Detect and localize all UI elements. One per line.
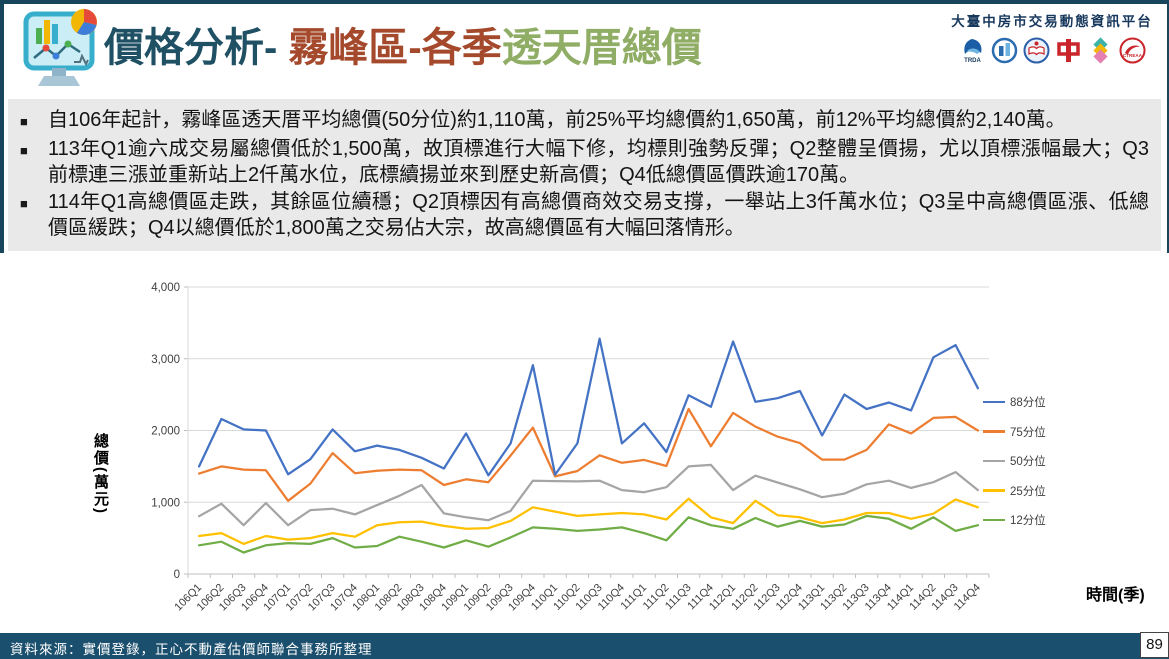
series-line-75分位 xyxy=(197,407,980,502)
x-axis-title: 時間(季) xyxy=(1086,587,1145,604)
legend-label: 25分位 xyxy=(1010,485,1046,498)
red-brand-logo xyxy=(1056,39,1080,62)
legend-line-swatch xyxy=(983,430,1005,433)
legend-label: 50分位 xyxy=(1010,456,1046,468)
y-tick-label: 4,000 xyxy=(151,282,180,294)
legend-label: 75分位 xyxy=(1010,426,1046,439)
diamond-logo xyxy=(1092,37,1108,64)
bullet-text: 113年Q1逾六成交易屬總價低於1,500萬，故頂標進行大幅下修，均標則強勢反彈… xyxy=(48,137,1149,187)
chart-legend: 88分位 75分位 50分位 25分位 12分位 xyxy=(983,394,1046,528)
footer-bar: 資料來源：實價登錄，正心不動產估價師聯合事務所整理 xyxy=(0,633,1169,659)
series-line-12分位 xyxy=(197,514,980,554)
chart-canvas: 01,0002,0003,0004,000106Q1106Q2106Q3106Q… xyxy=(151,282,990,613)
legend-label: 12分位 xyxy=(1010,515,1046,527)
platform-name: 大臺中房市交易動態資訊平台 xyxy=(951,14,1153,29)
analysis-bullet: ■ 自106年起計，霧峰區透天厝平均總價(50分位)約1,110萬，前25%平均總… xyxy=(20,107,1149,136)
legend-line-swatch xyxy=(983,459,1005,463)
bullet-marker: ■ xyxy=(20,114,28,129)
page-number: 89 xyxy=(1140,632,1169,658)
y-tick-label: 3,000 xyxy=(151,354,180,366)
analysis-bullet: ■ 114年Q1高總價區走跌，其餘區位續穩；Q2頂標因有高總價商效交易支撐，一舉站… xyxy=(20,189,1149,242)
series-line-88分位 xyxy=(197,337,980,477)
legend-item: 25分位 xyxy=(983,483,1046,499)
page-title-part2: 霧峰區-各季 xyxy=(288,26,502,70)
data-source-text: 資料來源：實價登錄，正心不動產估價師聯合事務所整理 xyxy=(10,642,373,657)
svg-text:TRDA: TRDA xyxy=(964,58,981,64)
legend-item: 50分位 xyxy=(983,453,1046,469)
y-tick-label: 0 xyxy=(174,569,180,581)
legend-item: 75分位 xyxy=(983,424,1046,440)
y-tick-label: 2,000 xyxy=(151,426,180,438)
series-line-25分位 xyxy=(197,497,980,546)
svg-text:CTREAA: CTREAA xyxy=(1122,53,1142,58)
page-title-part1: 價格分析- xyxy=(104,26,289,70)
ctreaa-logo: CTREAA xyxy=(1119,37,1145,64)
slide-border-top xyxy=(0,0,1169,4)
page-title-part3: 透天厝總價 xyxy=(501,26,702,70)
platform-banner: 大臺中房市交易動態資訊平台 TRDA CTREAA xyxy=(947,10,1157,64)
y-axis-title: 總價(萬元) xyxy=(92,433,109,515)
bullet-text: 114年Q1高總價區走跌，其餘區位續穩；Q2頂標因有高總價商效交易支撐，一舉站上… xyxy=(48,190,1149,240)
page-title: 價格分析- 霧峰區-各季透天厝總價 xyxy=(104,22,702,74)
legend-line-swatch xyxy=(983,518,1005,522)
analysis-bullet: ■ 113年Q1逾六成交易屬總價低於1,500萬，故頂標進行大幅下修，均標則強勢反… xyxy=(20,136,1149,189)
y-tick-label: 1,000 xyxy=(151,497,180,509)
bullet-marker: ■ xyxy=(20,195,28,211)
legend-line-swatch xyxy=(983,400,1005,404)
trda-logo: TRDA xyxy=(964,39,982,64)
analysis-box: ■ 自106年起計，霧峰區透天厝平均總價(50分位)約1,110萬，前25%平均總… xyxy=(8,99,1161,251)
series-line-50分位 xyxy=(197,463,980,527)
legend-item: 88分位 xyxy=(983,394,1046,410)
legend-label: 88分位 xyxy=(1010,397,1046,409)
legend-line-swatch xyxy=(983,489,1005,492)
legend-item: 12分位 xyxy=(983,512,1046,528)
analytics-monitor-icon xyxy=(22,6,102,90)
partner-logo-row: TRDA CTREAA xyxy=(947,37,1157,64)
building-ring-logo xyxy=(991,37,1017,64)
emblem-book-logo xyxy=(1023,37,1049,64)
bullet-text: 自106年起計，霧峰區透天厝平均總價(50分位)約1,110萬，前25%平均總價… xyxy=(48,109,1066,131)
price-trend-chart: 0 1,000 2,000 3,000 4,000 106Q1 106Q2 106Q3 106Q… xyxy=(0,253,1169,633)
bullet-marker: ■ xyxy=(20,142,28,158)
